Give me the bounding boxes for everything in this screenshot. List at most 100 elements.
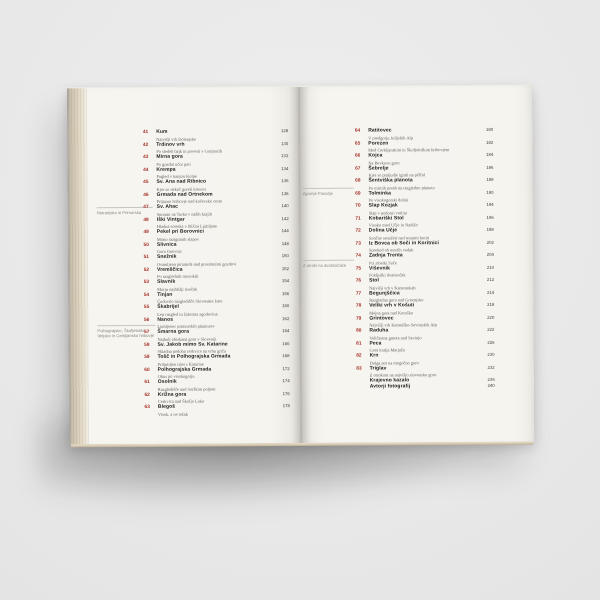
entry-title: Trdinov vrh <box>156 141 185 148</box>
entry-page-number: 168 <box>282 353 290 359</box>
toc-entry-head: 73 Iz Bovca ob Soči in Koritnici 202 <box>345 239 494 247</box>
toc-entry: 66 Kojca 184 Na Bevkovo goro <box>344 152 493 166</box>
toc-entry: 83 Triglav 232 Z otrokom na najvišjo sloven… <box>346 364 495 378</box>
toc-entries-left: 41 Kum 128 Najvišji vrh Dolenjske 42 Trdinov … <box>127 128 290 417</box>
entry-number: 64 <box>354 128 361 134</box>
entry-title: Ratitovec <box>368 127 392 134</box>
entry-number: 47 <box>143 204 149 210</box>
entry-number: 44 <box>143 167 149 173</box>
toc-entry: 75 Viševnik 210 Pokljuški dvatisočak <box>345 264 494 278</box>
entry-page-number: 180 <box>485 126 494 132</box>
entry-page-number: 136 <box>281 178 289 184</box>
entry-title: Slap Kozjak <box>368 202 398 209</box>
toc-entry-head: 56 Nanos 162 <box>128 316 289 324</box>
entry-title: Pekel pri Borovnici <box>156 228 205 235</box>
open-book: Notranjska in Primorska Polhograjsko, Šk… <box>66 84 535 445</box>
entry-title: Krempa <box>156 166 176 173</box>
entry-number: 73 <box>355 241 361 247</box>
toc-entry: 54 Tinjan 156 Čudovito razgledišče Slovensk… <box>128 291 289 305</box>
toc-entry-head: 63 Blegoš 178 <box>129 403 290 411</box>
entry-number: 58 <box>144 342 150 348</box>
entry-number: 56 <box>143 317 150 323</box>
toc-entry-head: 64 Ratitovec 180 <box>344 127 493 135</box>
entry-number: 51 <box>143 254 149 260</box>
entry-page-number: 226 <box>487 339 495 345</box>
toc-entry-head: 68 Šentviška planota 188 <box>344 177 493 185</box>
entry-number: 78 <box>355 303 362 309</box>
toc-entry: 76 Stol 212 Najvišji vrh v Karavankah <box>345 277 494 291</box>
toc-entry: 80 Raduha 222 Veličastna gmota nad Savinjo <box>345 327 494 341</box>
entry-title: Tinjan <box>157 291 173 298</box>
toc-entry-head: 44 Krempa 134 <box>127 166 288 174</box>
toc-entry-head: 47 Sv. Ahac 140 <box>128 203 289 211</box>
toc-entry-head: 75 Viševnik 210 <box>345 264 494 272</box>
entry-page-number: 134 <box>281 165 289 171</box>
entry-title: Porezen <box>368 139 389 147</box>
entry-title: Šmarna gora <box>157 328 190 335</box>
toc-entry: 59 Tošč in Polhograjska Grmada 168 Priljubl… <box>129 353 290 367</box>
entry-title: Snežnik <box>156 253 177 260</box>
toc-entry: 77 Begunjščica 214 Razgledna gora nad Goren… <box>345 289 494 303</box>
entry-page-number: 162 <box>282 315 290 321</box>
toc-entry: 67 Šebrelje 186 Kjer so praljudje igrali na… <box>344 164 493 178</box>
entry-page-number: 142 <box>281 215 289 221</box>
toc-entry: 71 Kobariški Stol 196 Visoko med Učjo in Na… <box>345 214 494 228</box>
entry-title: Iški Vintgar <box>156 216 185 223</box>
toc-entry: Avtorji fotografij 240 <box>346 383 495 390</box>
toc-entry-head: 60 Polhograjska Grmada 172 <box>129 366 290 374</box>
entry-page-number: 138 <box>281 190 289 196</box>
toc-entry-head: 70 Slap Kozjak 194 <box>345 202 494 210</box>
entry-number: 63 <box>144 404 150 410</box>
toc-entry: 63 Blegoš 178 Visok, a ne težak <box>129 403 290 417</box>
left-page: Notranjska in Primorska Polhograjsko, Šk… <box>86 87 302 445</box>
entry-number: 77 <box>355 291 362 297</box>
toc-entry: 42 Trdinov vrh 130 Po sledeh bajk in povest… <box>127 140 289 155</box>
entry-page-number: 130 <box>281 140 289 146</box>
toc-entry: 52 Vremščica 152 Po razglednih travnikih <box>128 266 289 280</box>
toc-entry: 45 Sv. Ana nad Ribnico 136 Kjer so nekoč go… <box>127 178 289 192</box>
toc-entry: 56 Nanos 162 Ljubljenec primorskih planince… <box>128 316 289 330</box>
entry-title: Sv. Ahac <box>156 203 179 210</box>
entry-page-number: 182 <box>486 139 494 145</box>
toc-entry: 48 Iški Vintgar 142 Hladna soteska v bližin… <box>128 215 289 230</box>
entry-number: 83 <box>356 366 362 372</box>
entry-number: 55 <box>143 304 150 310</box>
entry-page-number: 166 <box>282 340 290 346</box>
toc-entry-head: 55 Škabrijel 160 <box>128 303 289 311</box>
toc-entry-head: 69 Tolminka 190 <box>345 189 494 197</box>
entry-title: Krn <box>369 352 379 359</box>
toc-entry-head: 52 Vremščica 152 <box>128 266 289 274</box>
entry-number: 82 <box>356 353 362 359</box>
entry-page-number: 194 <box>486 201 494 207</box>
entry-number: 70 <box>355 203 361 209</box>
entry-number: 71 <box>355 216 361 222</box>
toc-entry: 70 Slap Kozjak 194 Slap v podorni votlini <box>345 202 494 216</box>
entry-number: 81 <box>356 341 362 347</box>
toc-entry-head: 49 Pekel pri Borovnici 144 <box>128 228 289 236</box>
entry-number: 62 <box>144 392 150 398</box>
entry-title: Grmada nad Ortnekom <box>156 191 213 198</box>
entry-number: 41 <box>142 129 149 135</box>
toc-entry: 53 Slavnik 154 Morju najbližji tisočak <box>128 278 289 292</box>
entry-page-number: 154 <box>281 278 290 284</box>
toc-entry-head: 50 Slivnica 148 <box>128 241 289 249</box>
entry-number: 43 <box>142 154 149 160</box>
toc-entry: 61 Osolnik 174 Razgledišče nad Sorškim polj… <box>129 378 290 392</box>
entry-title: Avtorji fotografij <box>369 383 411 390</box>
toc-entry: 50 Slivnica 148 Gora čarovnic <box>128 241 289 255</box>
entry-title: Iz Bovca ob Soči in Koritnici <box>368 239 440 247</box>
toc-entry-head: 53 Slavnik 154 <box>128 278 289 286</box>
entry-page-number: 140 <box>281 203 289 209</box>
entry-title: Mirna gora <box>156 153 183 160</box>
entry-number: 79 <box>355 316 362 322</box>
toc-entry-head: 43 Mirna gora 132 <box>127 153 288 161</box>
toc-entry-head: 65 Porezen 182 <box>344 139 493 147</box>
entry-title: Šentviška planota <box>368 177 413 184</box>
entry-title: Osolnik <box>157 378 177 385</box>
toc-entry: 43 Mirna gora 132 Po gozdni učni poti <box>127 153 288 167</box>
entry-page-number: 236 <box>487 376 495 382</box>
entry-page-number: 164 <box>282 328 290 334</box>
entry-number: 57 <box>144 329 150 335</box>
toc-entry-head: 62 Križna gora 176 <box>129 391 290 399</box>
toc-entry-head: 66 Kojca 184 <box>344 152 493 160</box>
